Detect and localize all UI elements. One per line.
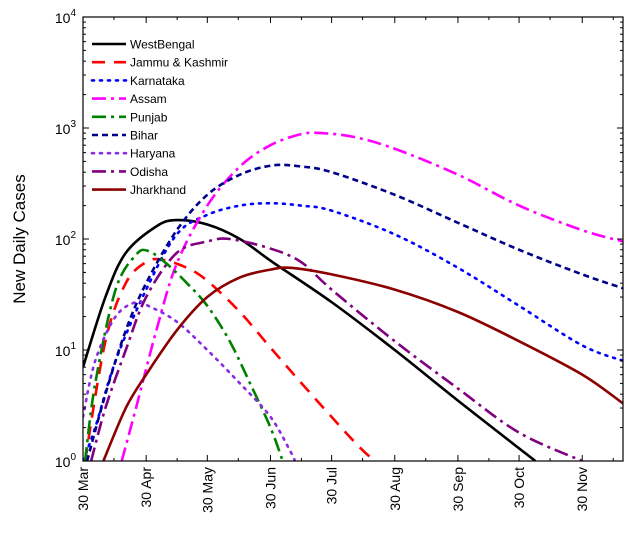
legend-label-haryana: Haryana — [130, 147, 176, 161]
legend-label-odisha: Odisha — [130, 165, 168, 179]
series-line-haryana — [83, 300, 297, 461]
series-line-jharkhand — [102, 266, 623, 461]
series-line-odisha — [89, 237, 583, 461]
x-tick-label: 30 Apr — [138, 467, 154, 508]
series-line-assam — [120, 131, 623, 461]
legend-label-jammu-kashmir: Jammu & Kashmir — [130, 56, 228, 70]
x-tick-label: 30 Aug — [387, 467, 403, 511]
x-tick-label: 30 May — [199, 467, 215, 513]
x-tick-label: 30 Oct — [511, 467, 527, 508]
legend-label-westbengal: WestBengal — [130, 38, 194, 52]
legend-label-assam: Assam — [130, 92, 167, 106]
x-tick-label: 30 Jul — [324, 467, 340, 504]
y-tick-label: 100 — [55, 452, 77, 470]
y-tick-label: 104 — [55, 8, 77, 26]
x-tick-label: 30 Sep — [450, 467, 466, 512]
series-line-bihar — [85, 163, 623, 461]
x-tick-label: 30 Jun — [262, 467, 278, 509]
x-tick-label: 30 Nov — [574, 467, 590, 511]
legend-label-bihar: Bihar — [130, 129, 158, 143]
series-line-westbengal — [83, 218, 537, 461]
series-line-jammu-kashmir — [83, 257, 376, 461]
legend-label-punjab: Punjab — [130, 110, 168, 124]
legend-label-jharkhand: Jharkhand — [130, 183, 186, 197]
legend-label-karnataka: Karnataka — [130, 74, 185, 88]
y-axis-title: New Daily Cases — [10, 174, 29, 303]
series-line-karnataka — [83, 201, 623, 461]
series-line-punjab — [83, 248, 284, 461]
y-tick-label: 102 — [55, 230, 77, 248]
legend: WestBengal Jammu & Kashmir Karnataka Assam P… — [90, 38, 228, 197]
y-tick-label: 103 — [55, 119, 77, 137]
y-tick-label: 101 — [55, 341, 77, 359]
x-tick-label: 30 Mar — [75, 467, 91, 511]
